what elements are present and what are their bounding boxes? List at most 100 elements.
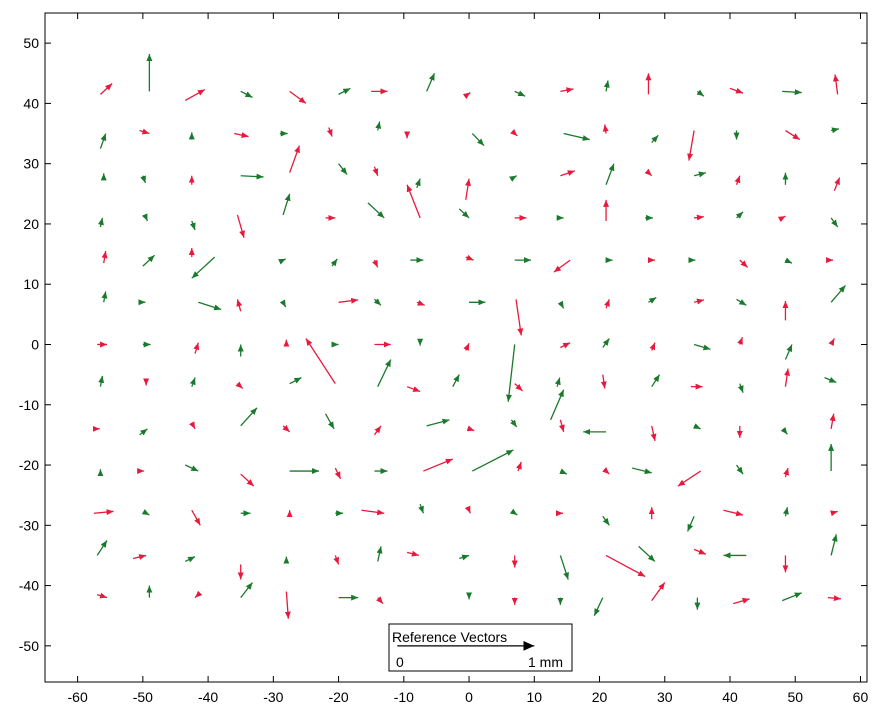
vector-arrow-red (333, 555, 340, 565)
vector-arrow-green (240, 407, 258, 427)
vector-arrow-red (234, 132, 249, 139)
plot-area (44, 12, 868, 683)
vector-arrow-green (602, 515, 610, 526)
vector-arrow-green (638, 545, 656, 562)
vector-arrow-red (651, 582, 666, 602)
y-tick-label: 40 (23, 95, 39, 111)
vector-arrow-red (729, 87, 744, 94)
vector-arrow-red (602, 124, 609, 134)
vector-arrow-red (510, 128, 518, 137)
reference-title: Reference Vectors (392, 629, 507, 645)
vector-arrow-red (693, 298, 705, 305)
y-tick-label: -10 (19, 397, 39, 413)
vector-arrow-green (514, 90, 526, 97)
x-tick-label: -60 (68, 689, 88, 705)
vector-arrow-green (830, 127, 840, 134)
vector-arrow-green (367, 202, 385, 219)
y-tick-label: 10 (23, 276, 39, 292)
vector-arrow-green (184, 464, 199, 472)
vector-arrow-green (605, 163, 615, 185)
x-tick-label: -30 (263, 689, 283, 705)
vector-arrow-green (781, 592, 803, 602)
vector-arrow-red (650, 425, 657, 442)
vector-arrow-red (139, 128, 150, 135)
vector-arrow-green (554, 377, 561, 387)
vector-arrow-green (472, 449, 514, 472)
vector-arrow-green (735, 464, 744, 475)
vector-arrow-green (189, 377, 196, 387)
vector-arrow-green (377, 359, 392, 387)
vector-arrow-red (784, 368, 791, 387)
x-tick-label: 0 (465, 689, 473, 705)
vector-arrow-red (189, 421, 196, 430)
x-axis-ticks: -60 -50 -40 -30 -20 -10 0 10 20 30 40 50 60 (68, 13, 868, 705)
vector-arrow-red (416, 299, 425, 306)
vector-arrow-red (777, 215, 786, 223)
vector-arrow-red (326, 127, 333, 137)
vector-arrow-green (426, 73, 436, 92)
y-tick-label: 50 (23, 35, 39, 51)
vector-arrow-green (375, 121, 382, 131)
vector-arrow-green (737, 383, 744, 393)
vector-arrow-green (780, 426, 788, 435)
vector-arrow-green (191, 256, 216, 279)
vector-arrow-green (509, 508, 518, 516)
vector-arrow-red (739, 259, 749, 268)
vector-arrow-green (240, 582, 253, 599)
vector-arrow-green (282, 193, 291, 216)
vector-arrow-green (693, 343, 711, 351)
vector-arrow-green (452, 374, 460, 387)
reference-start-label: 0 (396, 654, 404, 670)
vector-arrow-green (289, 377, 302, 385)
y-tick-label: -40 (19, 578, 39, 594)
vector-arrow-red (338, 297, 359, 304)
vector-arrow-red (240, 473, 255, 487)
vector-arrow-green (686, 515, 695, 532)
vector-arrow-green (459, 554, 470, 561)
vector-arrow-red (93, 509, 114, 516)
vector-arrow-red (194, 590, 203, 599)
vector-arrow-green (139, 428, 148, 436)
vector-arrow-red (515, 299, 524, 336)
vector-arrow-green (510, 419, 518, 428)
vector-arrow-red (372, 166, 379, 176)
vector-arrow-red (828, 338, 835, 347)
vector-arrow-red (289, 145, 301, 173)
vector-arrow-red (734, 175, 741, 185)
vector-arrow-green (631, 467, 652, 475)
vector-arrow-green (563, 132, 590, 141)
vector-arrow-green (549, 389, 565, 421)
reference-vector-legend: Reference Vectors 0 1 mm (388, 623, 573, 672)
vector-arrow-red (236, 299, 243, 312)
vector-arrow-red (693, 548, 707, 555)
vector-arrow-red (514, 383, 523, 392)
x-tick-label: 40 (722, 689, 738, 705)
vector-arrow-red (649, 342, 656, 351)
vector-arrow-red (830, 510, 838, 517)
vector-arrow-green (141, 213, 149, 222)
vector-arrow-green (279, 299, 287, 308)
vector-arrow-red (235, 381, 244, 389)
vector-arrow-red (184, 88, 206, 101)
vector-arrow-red (733, 597, 750, 605)
x-tick-label: -50 (133, 689, 153, 705)
vector-arrow-red (644, 168, 653, 177)
vector-arrow-green (373, 298, 382, 306)
vector-arrow-red (560, 170, 575, 177)
vector-arrow-red (284, 591, 291, 619)
vector-arrow-green (648, 296, 657, 304)
x-tick-label: 30 (657, 689, 673, 705)
vector-arrow-green (651, 374, 661, 388)
vector-arrow-green (184, 556, 196, 563)
reference-box (388, 623, 573, 672)
reference-end-label: 1 mm (528, 654, 563, 670)
vector-arrow-red (100, 83, 113, 95)
vector-arrow-red (372, 259, 379, 268)
vector-arrow-red (827, 595, 841, 602)
vector-arrow-green (557, 300, 565, 309)
vector-arrow-red (132, 554, 147, 560)
vector-arrow-green (96, 540, 108, 556)
vector-arrow-red (829, 413, 836, 429)
vector-arrow-red (677, 470, 702, 487)
